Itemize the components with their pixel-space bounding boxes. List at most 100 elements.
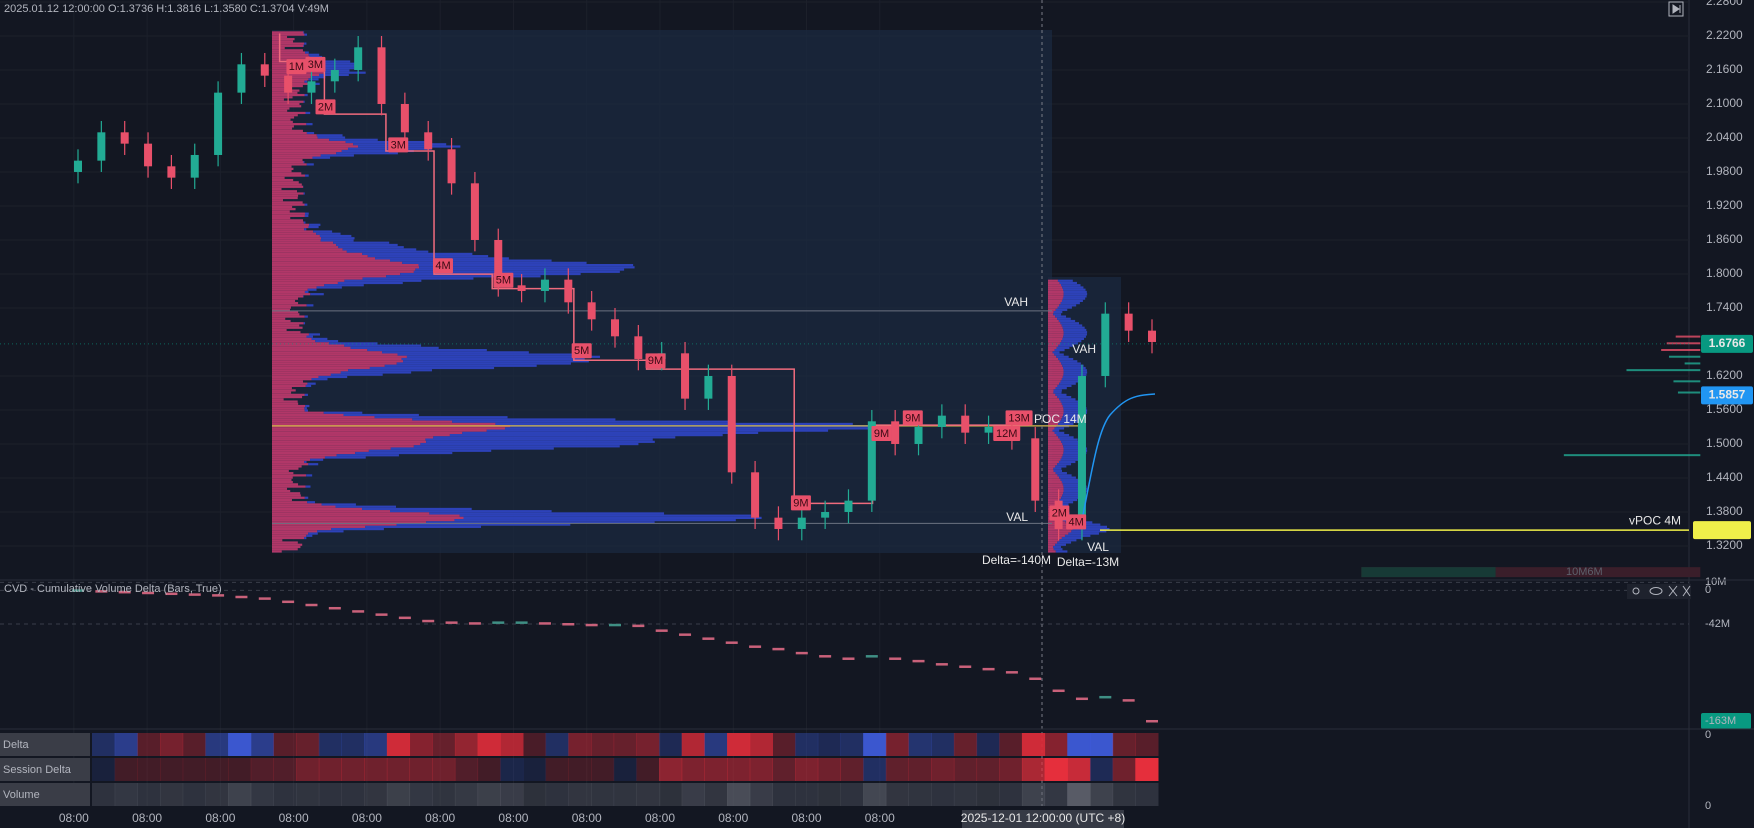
vpoc-tag [1693, 521, 1751, 540]
profile-row [304, 174, 309, 177]
profile-row [272, 378, 312, 381]
profile-row [1061, 324, 1083, 327]
candle-body [377, 47, 386, 104]
profile-row [306, 534, 313, 537]
level-tag [790, 495, 811, 511]
profile-row [1058, 319, 1076, 323]
visibility-button[interactable] [1649, 587, 1663, 595]
delta-cell [137, 733, 161, 756]
profile-row [1048, 472, 1056, 475]
volume-cell [999, 783, 1023, 806]
profile-row [1055, 315, 1067, 318]
profile-row [317, 530, 344, 533]
profile-row [303, 31, 305, 34]
profile-row [272, 498, 292, 502]
profile-row [1048, 422, 1059, 426]
profile-row [367, 255, 489, 258]
profile-row [272, 375, 319, 379]
profile-row [1048, 310, 1054, 314]
profile-row [396, 523, 571, 526]
y-tick-label: 2.2200 [1706, 28, 1743, 42]
profile-row [305, 111, 311, 115]
candle-body [821, 511, 830, 518]
cvd-tick-label: -163M [1705, 715, 1736, 727]
delta-cell [409, 733, 433, 756]
profile-row [272, 152, 337, 155]
profile-row [362, 252, 473, 256]
profile-row [1048, 541, 1058, 544]
profile-row [1062, 297, 1086, 300]
profile-row [272, 530, 318, 533]
profile-row [272, 360, 404, 363]
delta-bar [1361, 567, 1496, 578]
profile-row [272, 232, 317, 235]
level-tag [286, 59, 307, 75]
profile-row [308, 463, 319, 466]
profile-row [331, 527, 384, 531]
profile-row [1048, 362, 1062, 365]
cvd-bar [1005, 671, 1018, 674]
volume-cell [364, 783, 388, 806]
annotation: VAH [1004, 295, 1028, 309]
profile-row [1048, 378, 1062, 381]
cvd-bar [445, 621, 458, 624]
profile-row [1059, 498, 1078, 502]
profile-row [272, 391, 292, 394]
profile-row [1063, 331, 1088, 334]
profile-row [272, 460, 305, 464]
cvd-tag [1701, 712, 1751, 729]
volume-cell [341, 783, 365, 806]
maximize-button[interactable] [1668, 1, 1684, 17]
profile-row [316, 134, 343, 137]
profile-row [504, 427, 881, 430]
profile-row [1063, 487, 1088, 490]
cvd-bar [865, 655, 878, 658]
session-delta-cell [613, 758, 637, 781]
cvd-bar [1099, 695, 1112, 699]
profile-row [305, 404, 310, 408]
profile-row [272, 243, 337, 247]
axis-volume-bar [1673, 380, 1701, 383]
profile-row [272, 192, 304, 195]
profile-row [1048, 366, 1064, 370]
profile-row [1048, 360, 1060, 363]
profile-row [1056, 434, 1070, 437]
profile-row [272, 534, 307, 537]
axis-volume-bar [1563, 454, 1701, 457]
session-delta-cell [114, 758, 138, 781]
candle-body [844, 500, 853, 512]
volume-cell [1021, 783, 1046, 806]
y-tick-label: 1.3800 [1706, 504, 1743, 518]
more-button[interactable] [1632, 587, 1640, 595]
settings-button[interactable] [1668, 585, 1678, 597]
controls-box [1627, 584, 1691, 599]
profile-row [1048, 485, 1064, 488]
profile-row [419, 266, 635, 269]
volume-cell [137, 783, 161, 806]
profile-row [307, 288, 317, 291]
profile-row [338, 246, 404, 249]
profile-row [308, 53, 320, 56]
profile-row [1059, 420, 1078, 423]
profile-row [401, 357, 585, 361]
profile-row [425, 438, 653, 441]
close-button[interactable] [1682, 585, 1691, 597]
session-delta-cell [318, 758, 342, 781]
profile-row [272, 145, 359, 148]
volume-cell [613, 783, 637, 806]
delta-cell [1135, 733, 1159, 756]
profile-row [272, 521, 427, 524]
profile-row [272, 324, 300, 327]
candle-body [914, 426, 923, 444]
profile-row [304, 290, 309, 294]
profile-row [272, 398, 284, 401]
session-delta-cell [659, 758, 683, 781]
cvd-tick-label: -42M [1705, 618, 1730, 630]
y-tick-label: 1.7400 [1706, 300, 1743, 314]
profile-row [272, 333, 309, 336]
profile-row [1062, 286, 1084, 289]
session-delta-cell [976, 758, 1000, 781]
annotation: VAL [1087, 540, 1109, 554]
profile-row [362, 507, 472, 511]
delta-cell [1089, 733, 1114, 756]
